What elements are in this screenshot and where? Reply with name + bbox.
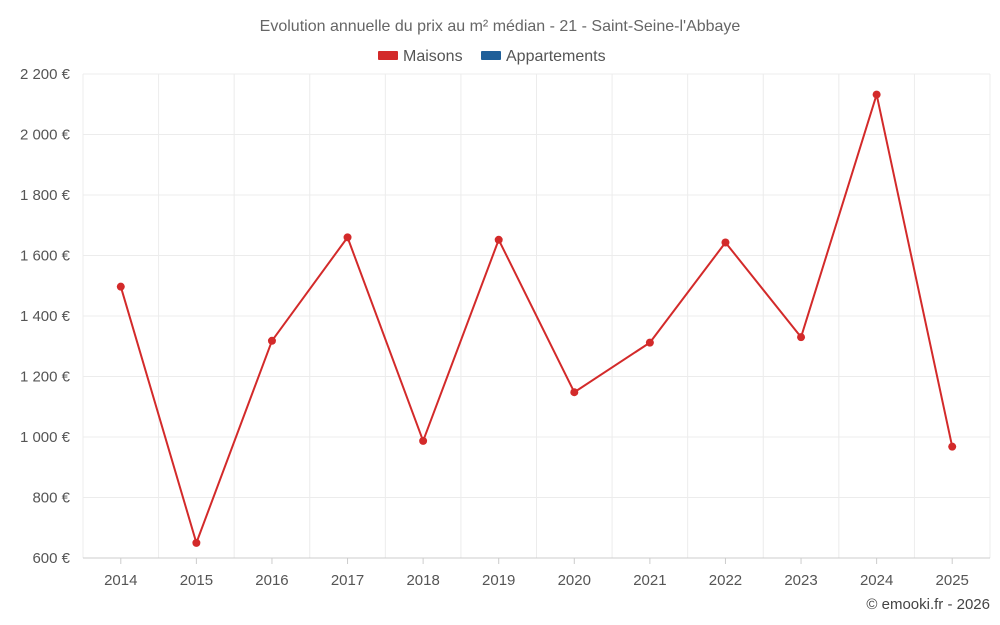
y-tick-label: 2 000 € [20, 127, 71, 144]
data-point-maisons [797, 333, 806, 342]
legend-item-maisons[interactable]: Maisons [378, 48, 463, 65]
y-tick-label: 2 200 € [20, 66, 71, 83]
x-tick-label: 2022 [709, 572, 742, 589]
y-tick-label: 800 € [32, 490, 70, 507]
y-tick-label: 1 800 € [20, 187, 71, 204]
chart-title: Evolution annuelle du prix au m² médian … [260, 18, 741, 35]
x-tick-label: 2020 [558, 572, 591, 589]
data-point-maisons [267, 336, 276, 345]
y-tick-label: 1 200 € [20, 369, 71, 386]
y-tick-label: 600 € [32, 550, 70, 567]
x-tick-label: 2021 [633, 572, 666, 589]
data-point-maisons [872, 90, 881, 99]
axes: 600 € 800 € 1 000 € 1 200 € 1 400 € 1 600 € 1 … [20, 66, 990, 589]
data-point-maisons [419, 436, 428, 445]
legend: Maisons Appartements [378, 48, 606, 65]
x-tick-label: 2014 [104, 572, 137, 589]
data-point-maisons [570, 388, 579, 397]
x-tick-label: 2024 [860, 572, 893, 589]
series-line-maisons [119, 93, 954, 544]
data-point-maisons [116, 282, 125, 291]
data-point-maisons [645, 338, 654, 347]
x-tick-label: 2023 [784, 572, 817, 589]
data-point-maisons [192, 538, 201, 547]
data-point-maisons [494, 235, 503, 244]
x-tick-label: 2019 [482, 572, 515, 589]
data-point-maisons [343, 233, 352, 242]
legend-swatch-appartements [481, 51, 501, 60]
x-tick-label: 2015 [180, 572, 213, 589]
y-tick-label: 1 000 € [20, 429, 71, 446]
legend-label-maisons: Maisons [403, 48, 463, 65]
data-point-maisons [721, 238, 730, 247]
x-tick-label: 2025 [936, 572, 969, 589]
x-tick-label: 2018 [406, 572, 439, 589]
legend-swatch-maisons [378, 51, 398, 60]
legend-item-appartements[interactable]: Appartements [481, 48, 606, 65]
legend-label-appartements: Appartements [506, 48, 606, 65]
series [116, 90, 957, 547]
credit-text: © emooki.fr - 2026 [866, 596, 990, 613]
data-point-maisons [948, 442, 957, 451]
y-tick-label: 1 400 € [20, 308, 71, 325]
y-tick-label: 1 600 € [20, 248, 71, 265]
x-tick-label: 2016 [255, 572, 288, 589]
x-tick-label: 2017 [331, 572, 364, 589]
